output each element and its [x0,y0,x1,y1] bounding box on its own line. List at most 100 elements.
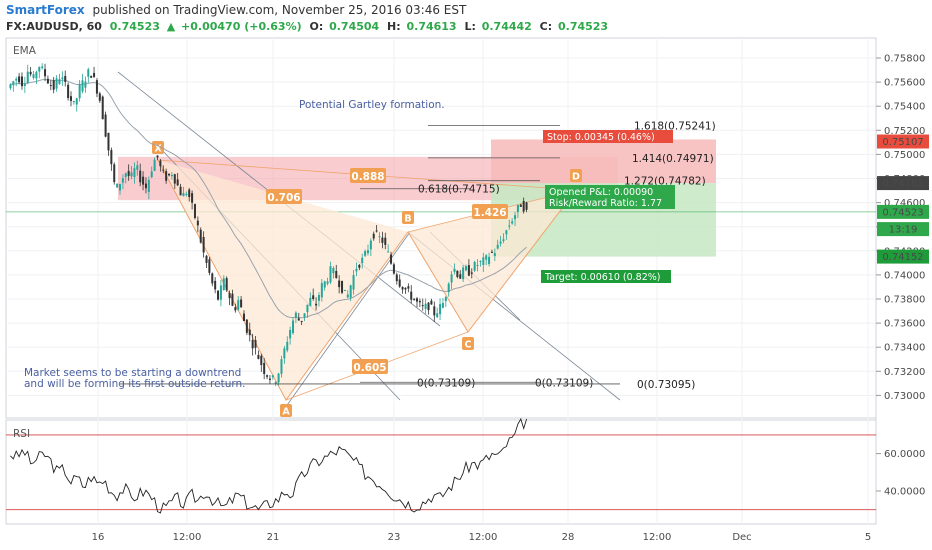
gartley-pattern: X A B C D 0.888 0.706 0.605 1.426 [152,141,582,418]
candle-body [168,173,171,176]
candle-body [514,215,517,220]
axis-price-tag-label: 0.74762 [882,179,923,190]
candle-body [436,313,439,318]
price-axis[interactable]: 0.758000.756000.754000.752000.750000.748… [876,54,929,402]
candle-body [289,329,292,339]
candle-body [191,193,194,203]
candle-body [493,253,496,257]
candle-body [104,114,107,137]
candle-body [274,382,277,384]
time-axis[interactable]: 16 12:00 21 23 12:00 28 12:00 Dec 5 [92,532,872,543]
annotation-gartley: Potential Gartley formation. [299,99,445,111]
candle-body [413,298,416,300]
pattern-point-label: X [154,144,162,155]
price-tick-label: 0.75800 [884,54,925,65]
candle-body [323,281,326,288]
pattern-ratio-badge [352,359,388,374]
candle-body [196,220,199,226]
stop-label: Stop: 0.00345 (0.46%) [547,132,655,143]
rsi-pane[interactable] [5,419,877,525]
axis-price-tag-label: 0.74523 [882,207,923,218]
candle-body [291,320,295,334]
price-tick-label: 0.73000 [884,391,925,402]
pattern-ratio-label: 0.888 [351,171,384,183]
pattern-ratio-label: 0.605 [353,362,386,374]
candle-body [508,225,511,227]
risk-reward-label-box [545,196,675,209]
pattern-point-label: B [404,214,411,225]
target-label-box [541,270,671,283]
candle-body [9,84,12,89]
candle-body [407,286,410,289]
candle-body [479,260,482,262]
candle-body [211,273,214,284]
time-tick-label: 5 [865,532,871,543]
pattern-triangle-bcd [408,190,576,332]
candle-body [447,283,450,293]
price-tick-label: 0.74000 [884,270,925,281]
candle-body [364,251,367,256]
candle-body [101,96,104,120]
axis-price-tag [877,222,929,237]
ema-indicator-label[interactable]: EMA [13,45,37,57]
candle-body [35,71,38,79]
candle-body [231,293,234,306]
candle-body [237,300,240,310]
axis-price-tag [877,204,929,219]
candle-body [242,313,246,321]
candle-body [496,244,499,249]
candle-body [450,274,453,283]
time-tick-label: Dec [732,532,751,543]
candle-body [245,319,248,333]
candle-body [26,71,29,83]
price-tick-label: 0.75600 [884,78,925,89]
pattern-ratio-label: 0.706 [267,192,300,204]
fib-level-label: 1.272(0.74782) [624,176,706,188]
candle-body [326,281,329,284]
candle-body [162,169,165,171]
rsi-indicator-label[interactable]: RSI [13,428,30,440]
candle-body [312,295,315,299]
candle-body [502,239,505,242]
candle-body [58,79,61,84]
candle-body [519,204,522,207]
candle-body [280,359,283,374]
candle-body [113,164,116,183]
rsi-series-line [10,417,528,514]
candle-body [476,264,479,266]
candle-body [378,236,381,238]
pattern-triangle-xab [158,160,408,400]
candle-body [44,69,47,77]
candle-body [398,279,401,287]
candle-body [254,340,257,348]
candle-body [49,85,52,87]
price-tick-label: 0.75200 [884,126,925,137]
brand-name[interactable]: SmartForex [6,3,85,17]
candle-body [46,78,49,84]
candle-body [418,301,421,303]
candle-body [456,271,459,278]
pattern-point-label: D [572,172,580,183]
high-label: H: [387,20,401,33]
candle-body [358,264,361,268]
candle-body [300,320,303,322]
candle-body [69,96,73,101]
time-tick-label: 12:00 [173,532,202,543]
candle-body [315,303,318,306]
candle-body [470,272,473,274]
axis-price-tag-label: 0.75107 [882,137,923,148]
candle-body [441,303,444,308]
candle-body [271,375,274,378]
candle-body [185,193,188,195]
candle-body [283,348,286,359]
candle-body [355,268,358,272]
candle-body [20,76,23,87]
publish-info: published on TradingView.com, November 2… [92,3,467,17]
candle-body [516,205,519,213]
candle-body [467,265,470,276]
rsi-tick-label: 40.0000 [884,487,925,498]
pattern-point-badge [462,337,474,350]
candle-body [444,297,447,302]
candle-body [41,66,44,68]
risk-reward-label: Risk/Reward Ratio: 1.77 [549,198,662,209]
